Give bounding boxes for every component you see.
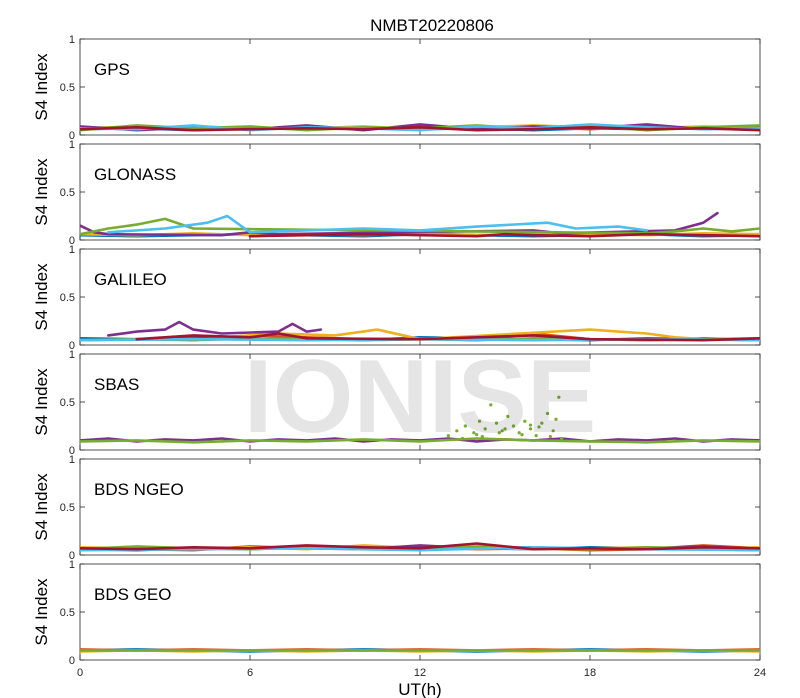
scatter-point xyxy=(520,433,524,437)
panel-axes-box xyxy=(79,248,761,346)
y-tick-label: 0 xyxy=(69,235,75,247)
panel-axes-box xyxy=(79,458,761,556)
scatter-point xyxy=(489,403,493,407)
y-tick-label: 0.5 xyxy=(60,502,75,514)
scatter-point xyxy=(560,436,564,441)
panel-sbas: 0 0.5 1 S4 Index SBAS xyxy=(32,349,761,457)
series-line-7 xyxy=(135,332,760,342)
x-axis-label: UT(h) xyxy=(398,680,441,698)
y-tick-label: 0.5 xyxy=(60,292,75,304)
y-tick-label: 1 xyxy=(69,34,75,46)
panel-bds-geo: 0 0.5 1 S4 Index BDS GEO xyxy=(32,559,761,667)
scatter-point xyxy=(557,395,561,399)
y-axis-label: S4 Index xyxy=(32,368,51,436)
scatter-point xyxy=(554,417,558,421)
panel-label: SBAS xyxy=(94,375,139,394)
y-tick-label: 0 xyxy=(69,130,75,142)
scatter-point xyxy=(446,434,450,438)
y-tick-label: 0 xyxy=(69,445,75,457)
scatter-point xyxy=(528,423,533,427)
y-tick-label: 1 xyxy=(69,139,75,151)
y-tick-label: 0.5 xyxy=(60,187,75,199)
panel-data xyxy=(80,123,760,132)
scatter-point xyxy=(460,436,465,441)
watermark-text: IONISE xyxy=(244,339,597,455)
scatter-point xyxy=(500,429,504,433)
y-tick-label: 0.5 xyxy=(60,607,75,619)
y-tick-label: 0 xyxy=(69,655,75,667)
panel-gps: 0 0.5 1 S4 Index GPS xyxy=(32,34,761,142)
y-tick-label: 1 xyxy=(69,349,75,361)
scatter-point xyxy=(545,411,550,416)
x-tick-label: 18 xyxy=(584,667,596,679)
scatter-point xyxy=(528,427,533,431)
scatter-point xyxy=(511,424,516,428)
panel-data xyxy=(80,320,760,342)
series-line-4 xyxy=(107,320,323,337)
y-tick-label: 1 xyxy=(69,559,75,571)
panel-bds-ngeo: 0 0.5 1 S4 Index BDS NGEO xyxy=(32,454,761,562)
series-line-4 xyxy=(80,211,719,237)
scatter-point xyxy=(463,424,467,428)
panel-data xyxy=(80,648,760,653)
y-axis-label: S4 Index xyxy=(32,158,51,226)
y-tick-label: 0.5 xyxy=(60,82,75,94)
panel-label: BDS NGEO xyxy=(94,480,184,499)
panel-glonass: 0 0.5 1 S4 Index GLONASS xyxy=(32,139,761,247)
scatter-point xyxy=(534,434,538,438)
scatter-point xyxy=(548,434,552,439)
scatter-point xyxy=(494,421,499,425)
y-axis-label: S4 Index xyxy=(32,473,51,541)
series-line-7 xyxy=(248,232,760,238)
x-tick-label: 0 xyxy=(77,667,83,679)
x-tick-label: 24 xyxy=(754,667,766,679)
figure-title: NMBT20220806 xyxy=(370,16,494,35)
y-tick-label: 1 xyxy=(69,244,75,256)
scatter-point xyxy=(506,414,510,418)
panel-data xyxy=(80,395,760,444)
scatter-point xyxy=(475,433,479,437)
series-line-6 xyxy=(80,123,760,132)
y-axis-label: S4 Index xyxy=(32,263,51,331)
scatter-point xyxy=(472,431,476,435)
panel-axes-box xyxy=(79,38,761,136)
panel-data xyxy=(80,211,760,238)
panel-label: GLONASS xyxy=(94,165,176,184)
y-axis-label: S4 Index xyxy=(32,53,51,121)
scatter-point xyxy=(497,431,501,435)
panel-galileo: 0 0.5 1 S4 Index GALILEO xyxy=(32,244,761,352)
x-axis-tick-labels: 0 6 12 18 24 xyxy=(77,667,766,679)
series-line-2 xyxy=(80,437,760,444)
x-tick-label: 6 xyxy=(247,667,253,679)
panel-axes-box xyxy=(79,563,761,661)
panel-label: BDS GEO xyxy=(94,585,171,604)
scatter-point xyxy=(480,434,484,439)
scatter-point xyxy=(483,427,487,431)
y-axis-label: S4 Index xyxy=(32,578,51,646)
series-line-6 xyxy=(107,214,649,234)
series-line-7 xyxy=(80,126,760,132)
scatter-point xyxy=(455,429,459,433)
scatter-point xyxy=(537,425,541,429)
y-tick-label: 1 xyxy=(69,454,75,466)
panel-axes-box xyxy=(79,353,761,451)
scatter-point xyxy=(517,431,521,435)
series-line-3 xyxy=(220,328,705,341)
panel-label: GALILEO xyxy=(94,270,167,289)
panels-group: 0 0.5 1 S4 Index GPS 0 0.5 1 S4 Index GLONASS 0 0.5… xyxy=(32,34,761,667)
y-tick-label: 0 xyxy=(69,340,75,352)
panel-data xyxy=(80,542,760,552)
y-tick-label: 0 xyxy=(69,550,75,562)
x-tick-label: 12 xyxy=(414,667,426,679)
scatter-point xyxy=(551,429,555,433)
panel-label: GPS xyxy=(94,60,130,79)
y-tick-label: 0.5 xyxy=(60,397,75,409)
scatter-point xyxy=(477,419,482,423)
scatter-point xyxy=(503,427,507,431)
series-line-7 xyxy=(80,542,760,551)
scatter-point xyxy=(540,421,544,425)
scatter-point xyxy=(523,419,527,423)
